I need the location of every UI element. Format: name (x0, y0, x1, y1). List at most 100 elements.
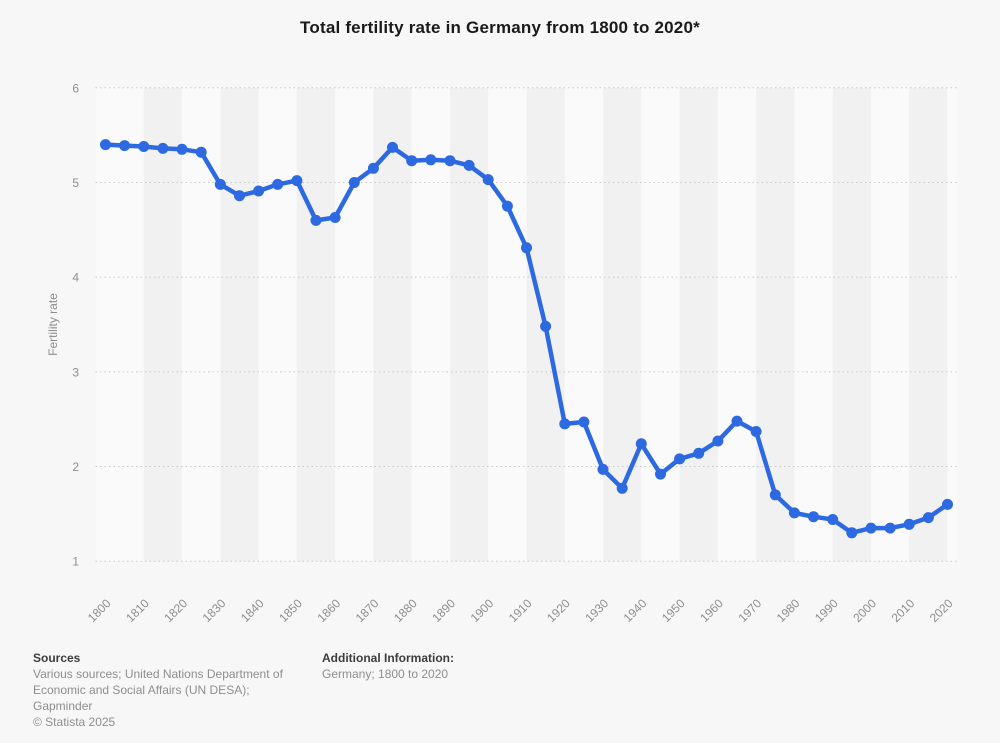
data-point-1885[interactable] (425, 154, 437, 166)
data-point-1840[interactable] (253, 185, 265, 197)
data-point-1855[interactable] (310, 214, 322, 226)
data-point-1995[interactable] (846, 527, 858, 539)
data-point-2000[interactable] (865, 522, 877, 534)
chart-title: Total fertility rate in Germany from 180… (300, 18, 700, 37)
data-point-1970[interactable] (750, 426, 762, 437)
fertility-rate-line-chart: 1 2 3 4 5 6 Fertility rate 1800 1810 1820 1830 1840… (46, 81, 958, 625)
data-point-1980[interactable] (788, 507, 800, 519)
data-point-2005[interactable] (884, 522, 896, 534)
data-point-1860[interactable] (329, 212, 341, 223)
plot-band (143, 87, 183, 562)
y-tick-label: 6 (72, 81, 79, 95)
data-point-1825[interactable] (195, 146, 207, 158)
x-tick-label: 1880 (391, 596, 420, 625)
data-point-1975[interactable] (769, 489, 781, 501)
y-tick-label: 4 (72, 271, 79, 285)
x-tick-label: 1960 (697, 596, 726, 625)
plot-band (411, 87, 450, 562)
plot-band (182, 87, 221, 562)
plot-band (296, 87, 336, 562)
data-point-1890[interactable] (444, 155, 456, 167)
y-tick-label: 2 (72, 460, 79, 474)
data-point-1990[interactable] (827, 514, 839, 525)
plot-band (832, 87, 871, 562)
y-axis-title: Fertility rate (46, 293, 60, 356)
data-point-1865[interactable] (348, 177, 360, 188)
data-point-1965[interactable] (731, 415, 743, 427)
x-tick-label: 1990 (812, 596, 841, 625)
x-tick-label: 1810 (123, 596, 152, 625)
y-tick-label: 1 (72, 555, 79, 569)
data-point-1900[interactable] (482, 174, 494, 186)
sources-label: Sources (33, 651, 81, 665)
x-tick-label: 1870 (353, 596, 382, 625)
plot-band (756, 87, 795, 562)
data-point-1870[interactable] (367, 162, 379, 174)
plot-band (947, 87, 958, 562)
plot-band (105, 87, 144, 562)
data-point-1985[interactable] (808, 511, 819, 523)
x-tick-label: 1970 (735, 596, 764, 625)
x-tick-label: 1950 (659, 596, 688, 625)
x-tick-label: 1820 (161, 596, 190, 625)
statista-copyright: © Statista 2025 (33, 715, 116, 729)
data-point-1930[interactable] (597, 463, 609, 475)
plot-band (258, 87, 297, 562)
data-point-1950[interactable] (674, 453, 686, 465)
data-point-1945[interactable] (655, 468, 666, 480)
data-point-1895[interactable] (463, 159, 475, 171)
x-tick-label: 1850 (276, 596, 305, 625)
data-point-1910[interactable] (521, 242, 532, 254)
data-point-1875[interactable] (387, 141, 398, 153)
x-tick-label: 2010 (889, 596, 918, 625)
plot-band (95, 87, 106, 562)
data-point-1915[interactable] (540, 320, 552, 332)
x-tick-label: 2000 (850, 596, 879, 625)
additional-information-text: Germany; 1800 to 2020 (322, 667, 449, 681)
data-point-2015[interactable] (922, 512, 934, 524)
plot-band (603, 87, 642, 562)
data-point-1955[interactable] (693, 447, 705, 459)
plot-band (488, 87, 527, 562)
x-tick-label: 1800 (85, 596, 114, 625)
plot-band (335, 87, 374, 562)
additional-information-block: Additional Information: Germany; 1800 to… (322, 650, 454, 682)
sources-block: Sources Various sources; United Nations … (33, 650, 283, 730)
data-point-1920[interactable] (559, 418, 571, 430)
data-point-1835[interactable] (234, 190, 245, 202)
data-point-1850[interactable] (291, 175, 303, 187)
data-point-2010[interactable] (903, 518, 915, 530)
plot-band (909, 87, 948, 562)
data-point-1800[interactable] (100, 139, 111, 151)
data-point-1925[interactable] (578, 416, 590, 428)
data-point-1830[interactable] (214, 178, 226, 190)
data-point-1880[interactable] (406, 155, 418, 167)
data-point-1820[interactable] (176, 143, 188, 155)
x-tick-label: 1860 (314, 596, 343, 625)
y-tick-label: 3 (72, 365, 79, 379)
x-tick-label: 1840 (238, 596, 267, 625)
plot-band (679, 87, 718, 562)
data-point-2020[interactable] (942, 498, 953, 510)
data-point-1940[interactable] (635, 438, 647, 450)
plot-band (564, 87, 604, 562)
data-point-1810[interactable] (138, 141, 150, 152)
plot-band (449, 87, 489, 562)
data-point-1815[interactable] (157, 142, 169, 154)
data-point-1935[interactable] (616, 482, 628, 494)
x-tick-label: 2020 (927, 596, 956, 625)
sources-line: Various sources; United Nations Departme… (33, 667, 283, 681)
x-tick-label: 1980 (774, 596, 803, 625)
data-point-1905[interactable] (501, 200, 513, 212)
additional-information-label: Additional Information: (322, 651, 454, 665)
data-point-1960[interactable] (712, 435, 724, 447)
plot-band (870, 87, 910, 562)
x-tick-label: 1940 (621, 596, 650, 625)
data-point-1845[interactable] (272, 178, 284, 190)
x-tick-label: 1890 (429, 596, 458, 625)
data-point-1805[interactable] (119, 140, 131, 152)
x-tick-label: 1910 (506, 596, 535, 625)
plot-band (373, 87, 412, 562)
x-tick-label: 1920 (544, 596, 573, 625)
